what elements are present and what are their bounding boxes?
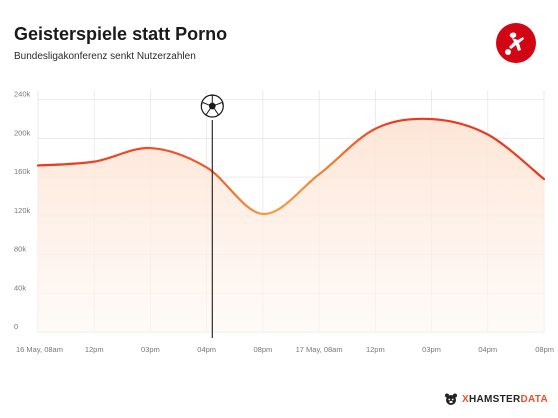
brand-data: DATA [520, 393, 548, 405]
x-tick-label: 12pm [366, 345, 385, 354]
brand-name: HAMSTER [468, 393, 521, 405]
brand-x: X [461, 393, 469, 405]
y-tick-label: 120k [14, 206, 31, 215]
chart-subtitle: Bundesligakonferenz senkt Nutzerzahlen [14, 51, 196, 62]
y-tick-label: 240k [14, 90, 31, 99]
hamster-icon [444, 393, 457, 405]
y-tick-label: 160k [14, 167, 31, 176]
series-line [36, 117, 546, 216]
y-axis: 0 40k 80k 120k 160k 200k 240k [14, 90, 31, 331]
x-tick-label: 17 May, 08am [296, 345, 343, 354]
y-tick-label: 40k [14, 283, 26, 292]
series-area [38, 118, 544, 332]
x-tick-label: 03pm [141, 345, 160, 354]
x-tick-label: 03pm [422, 345, 441, 354]
soccer-ball-icon [200, 94, 224, 118]
marker-layer [200, 94, 224, 338]
x-axis: 16 May, 08am 12pm 03pm 04pm 08pm 17 May, 08am… [16, 345, 554, 354]
x-tick-label: 08pm [535, 345, 554, 354]
x-tick-label: 12pm [85, 345, 104, 354]
line-layer [36, 117, 546, 216]
brand: XHAMSTERDATA [444, 392, 548, 406]
y-tick-label: 80k [14, 245, 26, 254]
area-layer [38, 118, 544, 332]
x-tick-label: 08pm [254, 345, 273, 354]
x-tick-label: 04pm [197, 345, 216, 354]
y-tick-label: 200k [14, 128, 31, 137]
x-tick-label: 04pm [478, 345, 497, 354]
y-tick-label: 0 [14, 322, 18, 331]
x-tick-label: 16 May, 08am [16, 345, 63, 354]
chart-title: Geisterspiele statt Porno [14, 24, 228, 44]
bundesliga-logo-icon [496, 23, 536, 63]
